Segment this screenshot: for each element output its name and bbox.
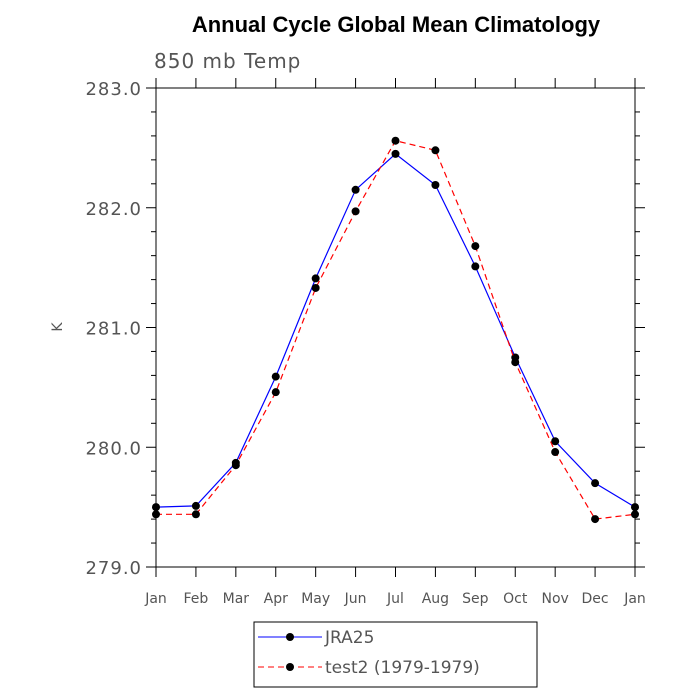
x-tick-label: Mar xyxy=(223,591,250,607)
y-axis-label: K xyxy=(50,322,66,332)
series-1-line xyxy=(156,140,636,520)
x-tick-label: Apr xyxy=(264,591,288,607)
plot-frame xyxy=(155,87,636,568)
x-tick-labels: Jan Feb Mar Apr May Jun Jul Aug Sep Oct Nov Dec Jan xyxy=(144,591,646,607)
x-tick-label: Dec xyxy=(582,591,609,607)
legend-marker-jra25 xyxy=(286,633,294,641)
series-1-point xyxy=(431,146,440,155)
series-0-point xyxy=(311,274,320,283)
y-tick-label: 279.0 xyxy=(85,558,142,579)
series-1-point xyxy=(391,136,400,145)
x-tick-label: May xyxy=(301,591,330,607)
x-tick-label: Jan xyxy=(144,591,167,607)
legend-label-jra25: JRA25 xyxy=(324,628,374,648)
x-tick-label: Sep xyxy=(462,591,489,607)
chart-title: Annual Cycle Global Mean Climatology xyxy=(192,12,601,37)
axis-ticks xyxy=(146,78,645,577)
y-tick-label: 280.0 xyxy=(85,438,142,459)
series-1-point xyxy=(311,283,320,292)
series-1-point xyxy=(351,207,360,216)
series-1-point xyxy=(591,515,600,524)
legend-label-test2: test2 (1979-1979) xyxy=(325,658,480,678)
series-0-point xyxy=(631,503,639,512)
y-tick-label: 283.0 xyxy=(85,79,142,100)
x-tick-label: Jun xyxy=(344,591,367,607)
chart-subtitle: 850 mb Temp xyxy=(154,49,301,73)
series-0-point xyxy=(271,372,280,381)
series-group xyxy=(152,136,639,524)
series-1-point xyxy=(471,242,480,251)
y-tick-label: 282.0 xyxy=(85,199,142,220)
series-0-point xyxy=(551,437,560,446)
x-tick-label: Feb xyxy=(184,591,209,607)
legend-marker-test2 xyxy=(286,663,294,671)
series-0-point xyxy=(152,503,160,512)
x-tick-label: Nov xyxy=(542,591,569,607)
series-1-point xyxy=(271,388,280,397)
legend-box xyxy=(253,621,538,688)
series-0-point xyxy=(471,262,480,271)
legend: JRA25 test2 (1979-1979) xyxy=(253,621,538,688)
y-tick-label: 281.0 xyxy=(85,319,142,340)
series-1-point xyxy=(511,358,520,367)
x-tick-label: Jul xyxy=(386,591,404,607)
series-1-point xyxy=(551,448,560,457)
series-0-line xyxy=(155,153,636,508)
series-0-point xyxy=(191,501,200,510)
series-0-point xyxy=(431,180,440,189)
series-1-point xyxy=(231,461,240,470)
series-1-point xyxy=(152,510,160,519)
series-0-point xyxy=(591,479,600,488)
y-tick-labels: 279.0 280.0 281.0 282.0 283.0 xyxy=(85,79,142,579)
x-tick-label: Jan xyxy=(623,591,646,607)
x-tick-label: Aug xyxy=(422,591,449,607)
series-0-point xyxy=(351,185,360,194)
series-1-point xyxy=(631,510,639,519)
series-0-point xyxy=(391,149,400,158)
x-tick-label: Oct xyxy=(503,591,528,607)
series-1-point xyxy=(191,510,200,519)
